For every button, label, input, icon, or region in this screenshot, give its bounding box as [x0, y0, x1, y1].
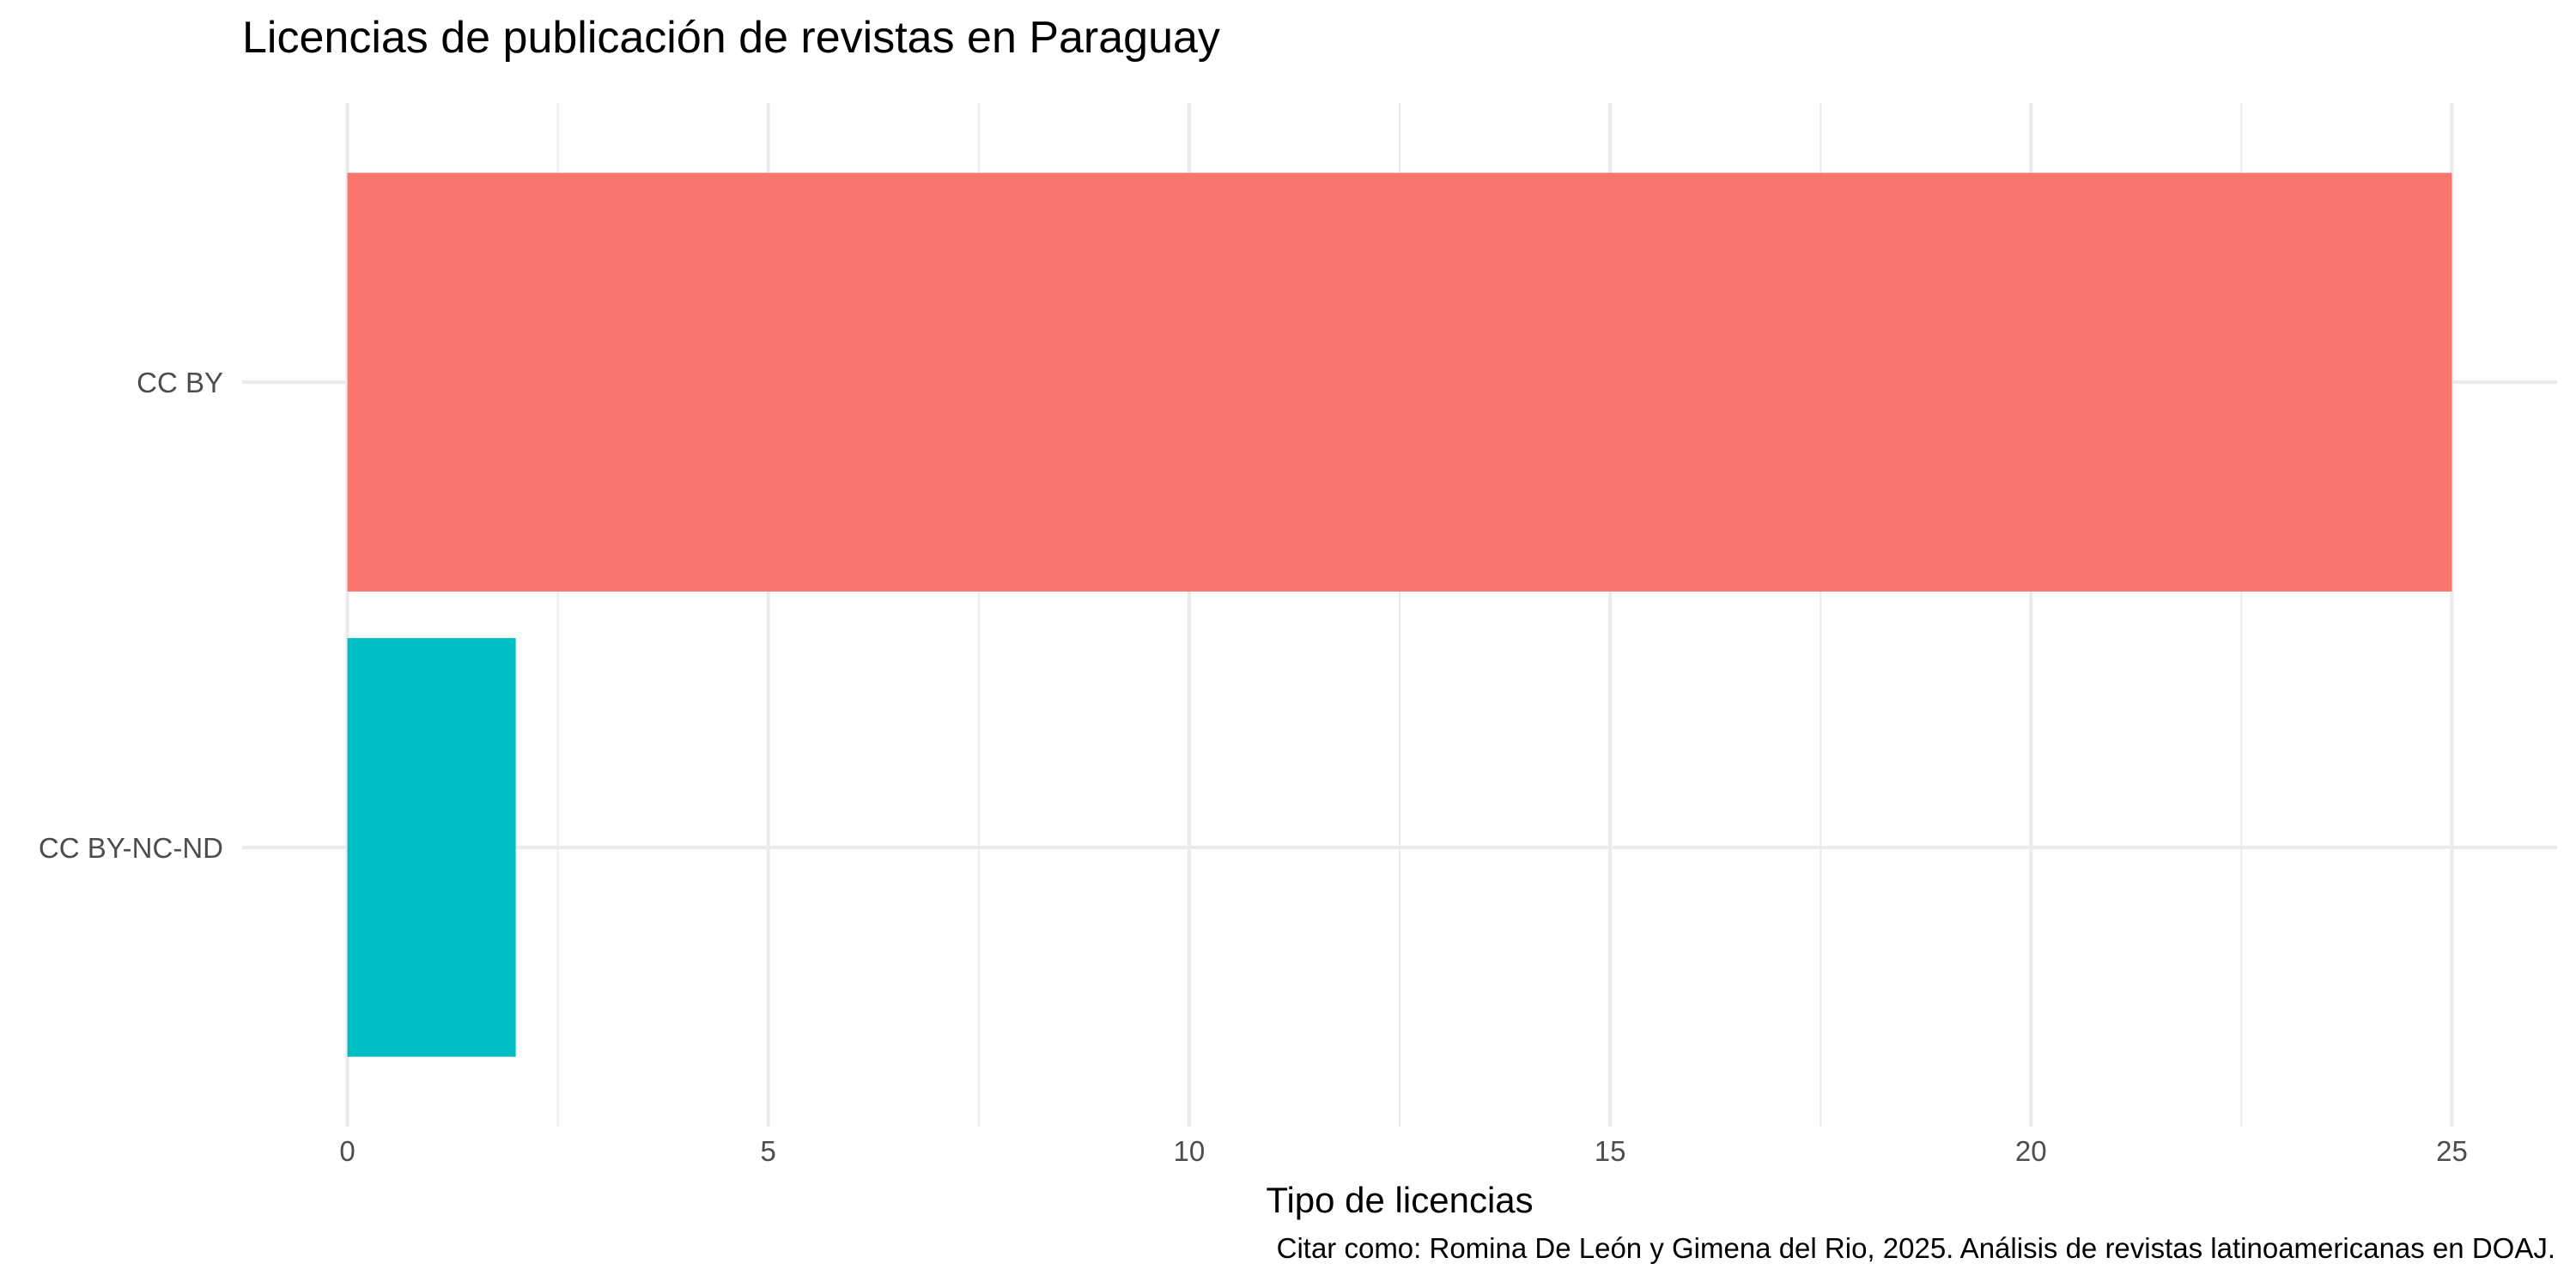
y-axis-tick-labels: CC BY CC BY-NC-ND	[39, 367, 223, 864]
x-axis-tick-labels: 0 5 10 15 20 25	[339, 1135, 2467, 1167]
chart-caption: Citar como: Romina De León y Gimena del …	[1276, 1232, 2555, 1264]
bar-0	[347, 173, 2452, 592]
bar-1	[347, 638, 516, 1057]
x-axis-title: Tipo de licencias	[1266, 1180, 1533, 1220]
chart-title: Licencias de publicación de revistas en …	[242, 13, 1220, 63]
x-tick-label-2: 10	[1174, 1135, 1206, 1167]
x-tick-label-5: 25	[2436, 1135, 2468, 1167]
y-tick-label-0: CC BY	[137, 367, 223, 398]
y-tick-label-1: CC BY-NC-ND	[39, 832, 223, 864]
x-tick-label-1: 5	[761, 1135, 776, 1167]
x-tick-label-4: 20	[2015, 1135, 2047, 1167]
x-tick-label-3: 15	[1595, 1135, 1626, 1167]
bars	[347, 173, 2452, 1057]
x-tick-label-0: 0	[339, 1135, 355, 1167]
